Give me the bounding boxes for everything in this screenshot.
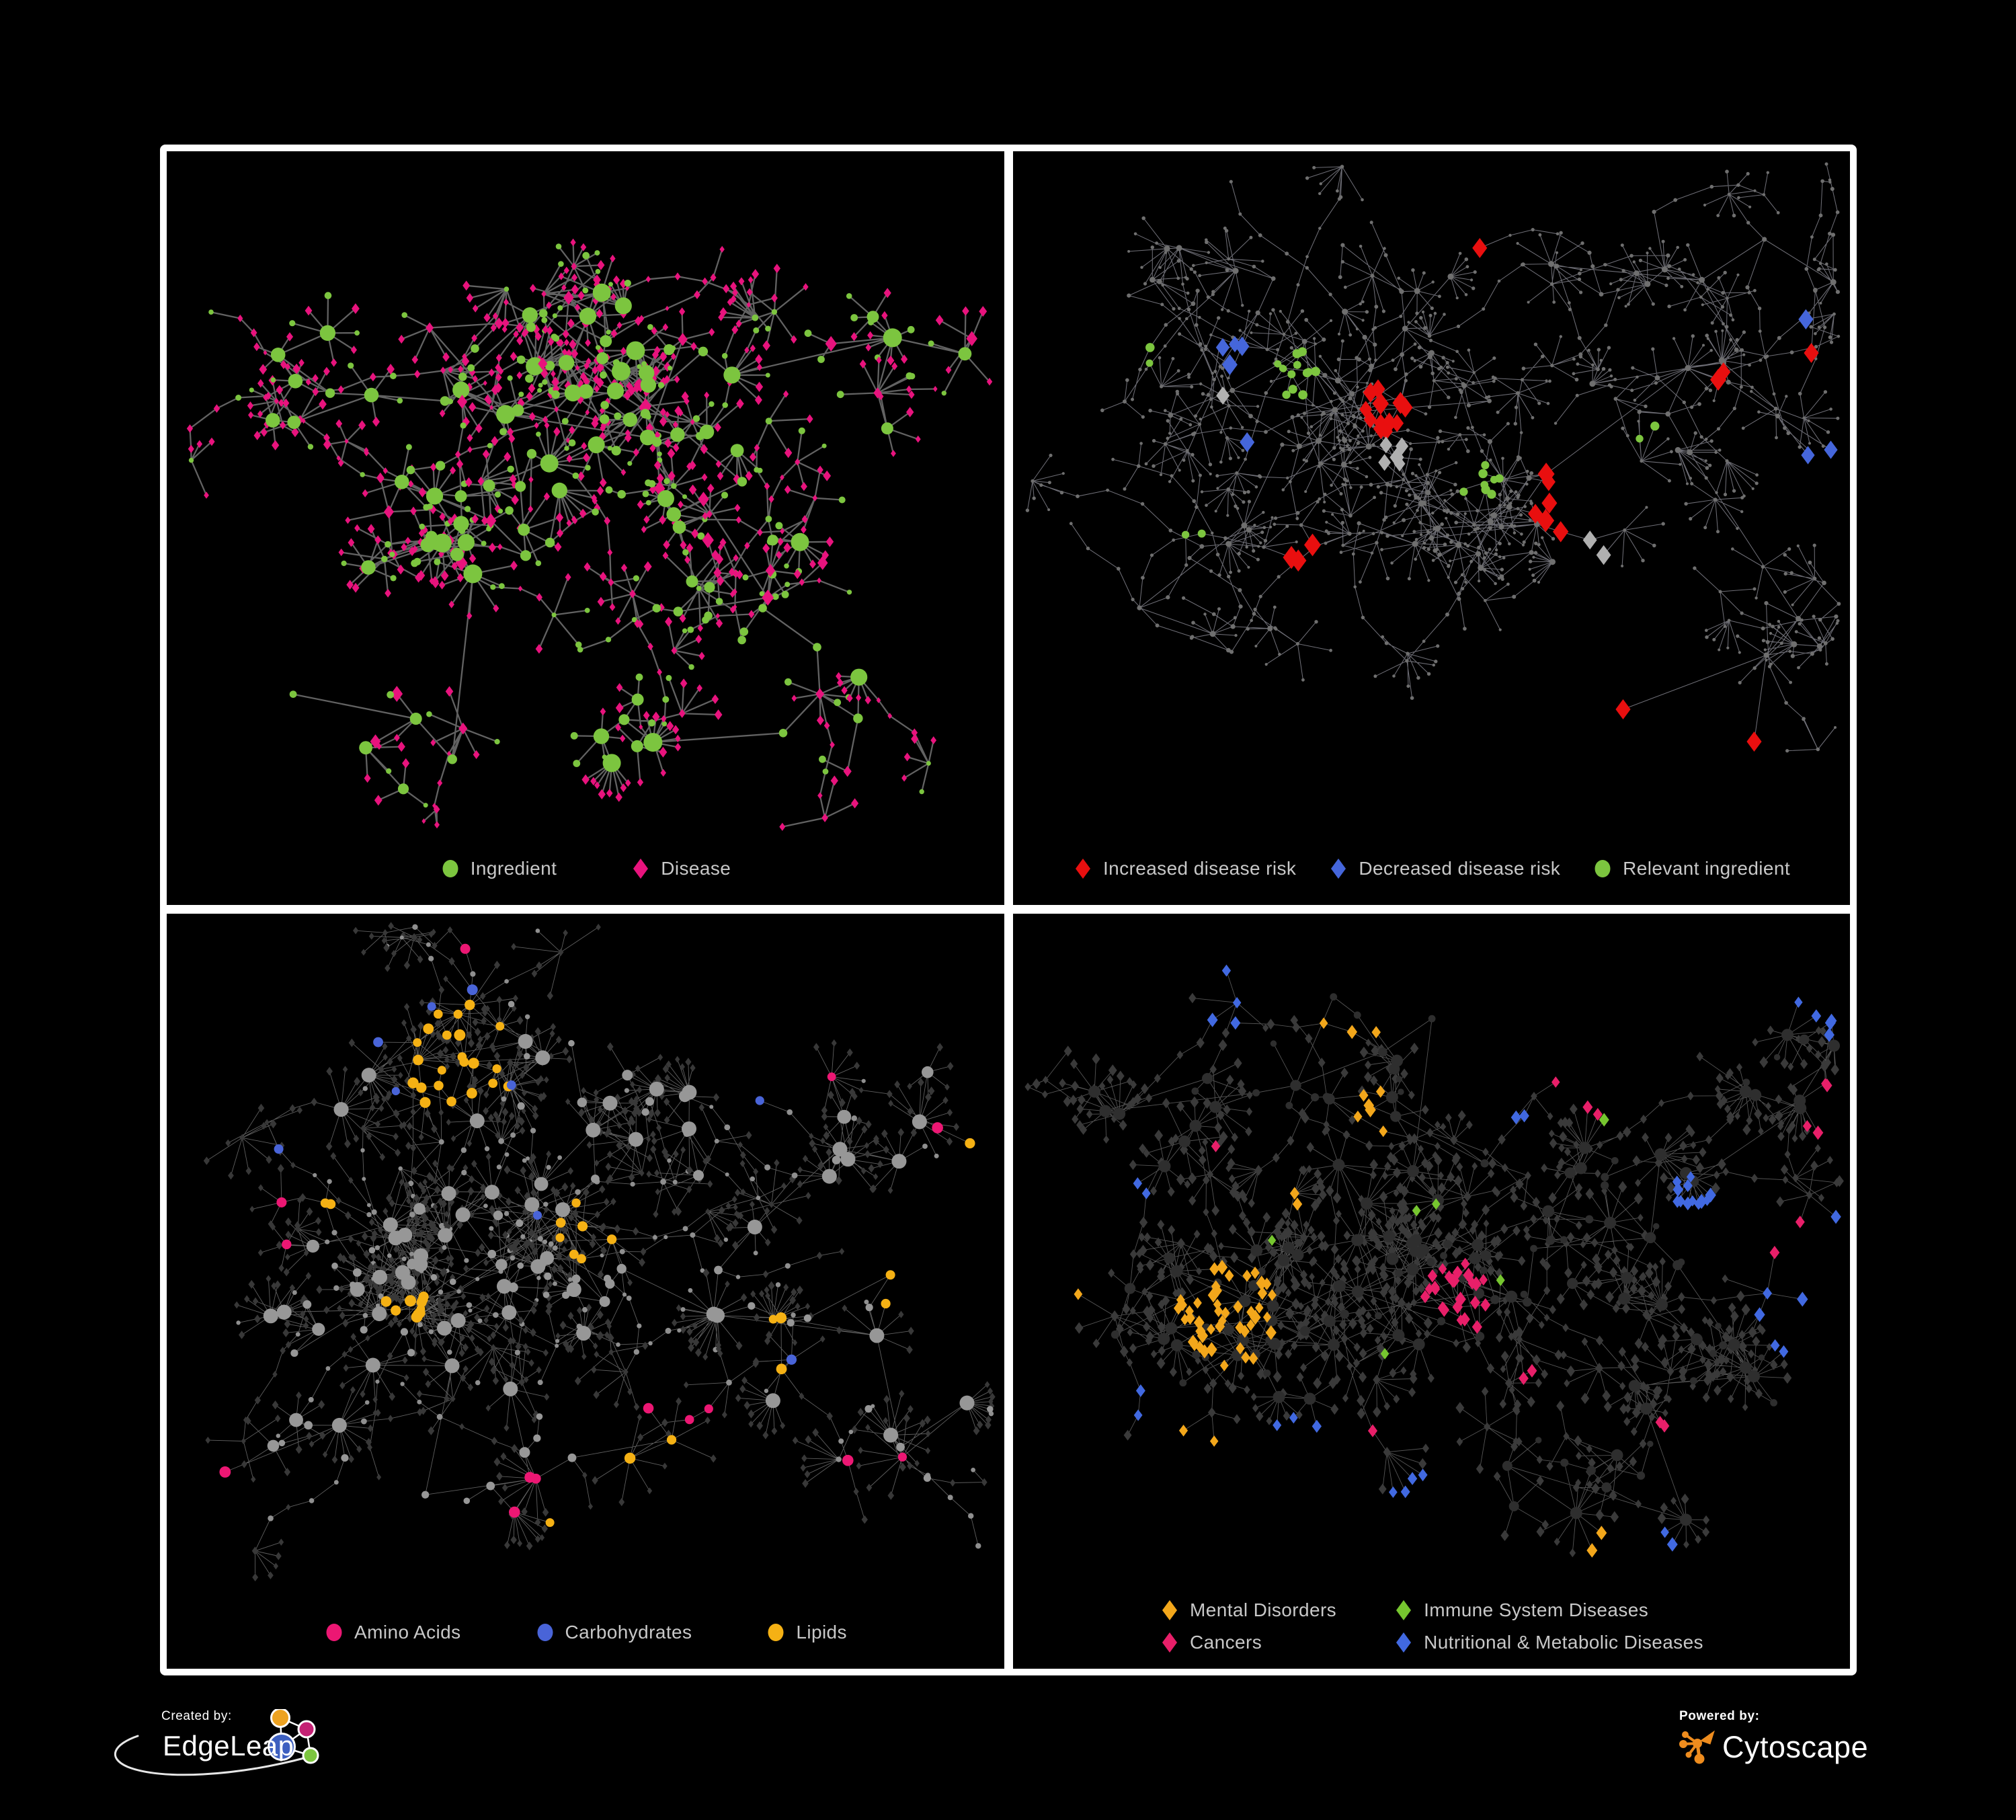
legend-label: Amino Acids bbox=[354, 1622, 461, 1643]
legend-label: Nutritional & Metabolic Diseases bbox=[1424, 1632, 1703, 1653]
edgeleap-wordmark: EdgeLeap bbox=[163, 1730, 294, 1762]
network-graph-disease-classes bbox=[1024, 964, 1844, 1558]
legend-disease-classes: Mental Disorders Immune System Diseases Ca… bbox=[1013, 1599, 1850, 1654]
legend-nutrient-classes: Amino Acids Carbohydrates Lipids bbox=[167, 1621, 1004, 1644]
legend-marker-circle bbox=[442, 860, 458, 877]
network-graph-ingredient-disease bbox=[186, 238, 993, 831]
legend-marker-diamond bbox=[1162, 1600, 1178, 1620]
cytoscape-brand-row: Cytoscape bbox=[1679, 1729, 1881, 1764]
legend-item-mental-disorders: Mental Disorders bbox=[1160, 1599, 1336, 1622]
legend-item-amino-acids: Amino Acids bbox=[324, 1621, 460, 1644]
legend-marker-circle bbox=[537, 1624, 553, 1641]
panel-disease-classes: Mental Disorders Immune System Diseases Ca… bbox=[1013, 914, 1850, 1669]
legend-label: Mental Disorders bbox=[1190, 1599, 1337, 1620]
legend-marker-diamond bbox=[1396, 1600, 1412, 1620]
legend-marker-diamond bbox=[1396, 1632, 1412, 1653]
legend-marker-diamond bbox=[1162, 1632, 1178, 1653]
cytoscape-credit: Powered by: Cytoscape bbox=[1679, 1709, 1881, 1764]
cytoscape-logo-icon bbox=[1679, 1730, 1715, 1764]
legend-label: Decreased disease risk bbox=[1359, 858, 1561, 879]
panel-nutrient-classes: Amino Acids Carbohydrates Lipids bbox=[167, 914, 1004, 1669]
legend-ingredient-disease: Ingredient Disease bbox=[167, 857, 1004, 880]
legend-item-disease: Disease bbox=[631, 857, 731, 880]
legend-item-lipids: Lipids bbox=[766, 1621, 847, 1644]
legend-label: Cancers bbox=[1190, 1632, 1262, 1653]
legend-disease-risk: Increased disease risk Decreased disease … bbox=[1013, 857, 1850, 880]
legend-marker-diamond bbox=[633, 859, 649, 879]
legend-item-nutritional-metabolic-diseases: Nutritional & Metabolic Diseases bbox=[1394, 1631, 1703, 1654]
legend-item-relevant-ingredient: Relevant ingredient bbox=[1592, 857, 1790, 880]
legend-label: Carbohydrates bbox=[565, 1622, 692, 1643]
edgeleap-credit: Created by: EdgeLeap bbox=[114, 1709, 511, 1792]
legend-marker-diamond bbox=[1075, 859, 1090, 879]
legend-item-increased-disease-risk: Increased disease risk bbox=[1073, 857, 1296, 880]
edgeleap-brand-row: EdgeLeap bbox=[114, 1709, 511, 1792]
network-graph-disease-risk bbox=[1025, 162, 1841, 753]
legend-label: Disease bbox=[661, 858, 731, 879]
legend-label: Lipids bbox=[796, 1622, 847, 1643]
legend-label: Immune System Diseases bbox=[1424, 1599, 1649, 1620]
legend-item-immune-system-diseases: Immune System Diseases bbox=[1394, 1599, 1703, 1622]
panel-disease-risk: Increased disease risk Decreased disease … bbox=[1013, 151, 1850, 905]
created-by-label: Created by: bbox=[161, 1709, 232, 1723]
panel-ingredient-disease: Ingredient Disease bbox=[167, 151, 1004, 905]
legend-item-ingredient: Ingredient bbox=[440, 857, 557, 880]
cytoscape-wordmark: Cytoscape bbox=[1722, 1729, 1869, 1764]
legend-marker-diamond bbox=[1331, 859, 1346, 879]
legend-marker-circle bbox=[326, 1624, 342, 1641]
legend-item-cancers: Cancers bbox=[1160, 1631, 1336, 1654]
legend-marker-circle bbox=[768, 1624, 784, 1641]
legend-item-decreased-disease-risk: Decreased disease risk bbox=[1328, 857, 1560, 880]
legend-label: Relevant ingredient bbox=[1623, 858, 1791, 879]
network-graph-nutrient-classes bbox=[203, 922, 996, 1582]
legend-marker-circle bbox=[1595, 860, 1611, 877]
legend-label: Increased disease risk bbox=[1102, 858, 1297, 879]
legend-label: Ingredient bbox=[470, 858, 557, 879]
panel-divider-horizontal bbox=[162, 905, 1855, 914]
legend-item-carbohydrates: Carbohydrates bbox=[535, 1621, 692, 1644]
powered-by-label: Powered by: bbox=[1679, 1709, 1760, 1723]
